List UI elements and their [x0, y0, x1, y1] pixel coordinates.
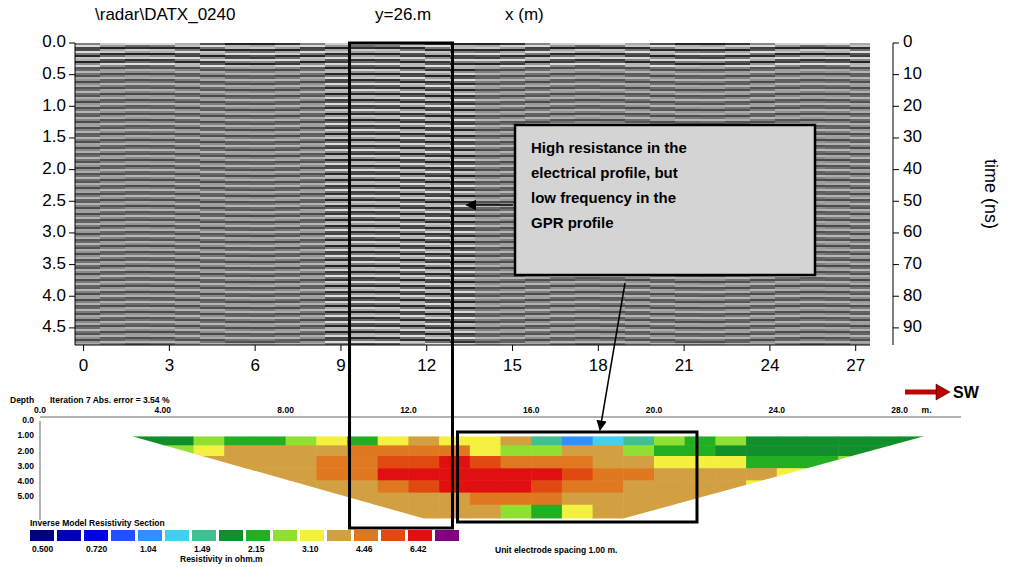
- svg-text:4.00: 4.00: [17, 476, 34, 486]
- svg-text:3.10: 3.10: [302, 544, 319, 554]
- svg-text:12.0: 12.0: [400, 405, 417, 415]
- svg-text:4.46: 4.46: [356, 544, 373, 554]
- svg-text:1.04: 1.04: [140, 544, 157, 554]
- svg-text:60: 60: [903, 222, 922, 241]
- svg-text:28.0: 28.0: [891, 405, 908, 415]
- svg-text:x (m): x (m): [505, 5, 544, 24]
- svg-text:4.0: 4.0: [42, 286, 66, 305]
- svg-text:20: 20: [903, 96, 922, 115]
- svg-text:70: 70: [903, 254, 922, 273]
- svg-text:80: 80: [903, 286, 922, 305]
- svg-text:3.0: 3.0: [42, 222, 66, 241]
- svg-text:2.0: 2.0: [42, 159, 66, 178]
- svg-text:1.00: 1.00: [17, 430, 34, 440]
- svg-text:50: 50: [903, 191, 922, 210]
- svg-text:0: 0: [903, 32, 912, 51]
- svg-text:10: 10: [903, 64, 922, 83]
- svg-text:20.0: 20.0: [646, 405, 663, 415]
- svg-text:15: 15: [503, 356, 522, 375]
- svg-text:8.00: 8.00: [277, 405, 294, 415]
- svg-text:0.720: 0.720: [86, 544, 108, 554]
- svg-text:6: 6: [250, 356, 259, 375]
- svg-text:y=26.m: y=26.m: [375, 5, 431, 24]
- svg-text:0.0: 0.0: [22, 415, 34, 425]
- svg-text:0.0: 0.0: [42, 32, 66, 51]
- svg-text:electrical profile, but: electrical profile, but: [531, 164, 678, 181]
- svg-text:0: 0: [79, 356, 88, 375]
- svg-text:time (ns): time (ns): [981, 159, 1001, 229]
- svg-text:Unit electrode spacing 1.00 m.: Unit electrode spacing 1.00 m.: [495, 545, 617, 555]
- svg-text:24.0: 24.0: [769, 405, 786, 415]
- svg-text:1.49: 1.49: [194, 544, 211, 554]
- svg-text:SW: SW: [953, 384, 980, 401]
- svg-text:4.00: 4.00: [155, 405, 172, 415]
- svg-text:Resistivity in ohm.m: Resistivity in ohm.m: [180, 554, 263, 564]
- svg-text:0.5: 0.5: [42, 64, 66, 83]
- svg-text:9: 9: [336, 356, 345, 375]
- svg-text:0.0: 0.0: [34, 405, 46, 415]
- svg-text:6.42: 6.42: [410, 544, 427, 554]
- svg-text:Iteration 7 Abs. error = 3.54: Iteration 7 Abs. error = 3.54 %: [50, 395, 170, 405]
- svg-text:m.: m.: [922, 405, 932, 415]
- svg-text:3.00: 3.00: [17, 461, 34, 471]
- svg-text:2.15: 2.15: [248, 544, 265, 554]
- svg-text:5.00: 5.00: [17, 491, 34, 501]
- svg-text:12: 12: [417, 356, 436, 375]
- svg-text:3.5: 3.5: [42, 254, 66, 273]
- svg-text:27: 27: [846, 356, 865, 375]
- svg-text:High resistance in the: High resistance in the: [531, 139, 687, 156]
- svg-text:21: 21: [675, 356, 694, 375]
- svg-text:GPR profile: GPR profile: [531, 214, 614, 231]
- svg-text:3: 3: [165, 356, 174, 375]
- svg-text:30: 30: [903, 127, 922, 146]
- svg-text:2.5: 2.5: [42, 191, 66, 210]
- svg-text:24: 24: [760, 356, 779, 375]
- svg-text:4.5: 4.5: [42, 317, 66, 336]
- svg-text:1.5: 1.5: [42, 127, 66, 146]
- svg-text:18: 18: [589, 356, 608, 375]
- svg-text:Inverse Model Resistivity Sect: Inverse Model Resistivity Section: [30, 518, 165, 528]
- svg-text:2.00: 2.00: [17, 446, 34, 456]
- svg-text:Depth: Depth: [10, 395, 34, 405]
- svg-text:40: 40: [903, 159, 922, 178]
- svg-text:1.0: 1.0: [42, 96, 66, 115]
- svg-text:16.0: 16.0: [523, 405, 540, 415]
- svg-text:0.500: 0.500: [32, 544, 54, 554]
- svg-text:low frequency in the: low frequency in the: [531, 189, 676, 206]
- svg-text:90: 90: [903, 317, 922, 336]
- svg-text:\radar\DATX_0240: \radar\DATX_0240: [95, 5, 235, 24]
